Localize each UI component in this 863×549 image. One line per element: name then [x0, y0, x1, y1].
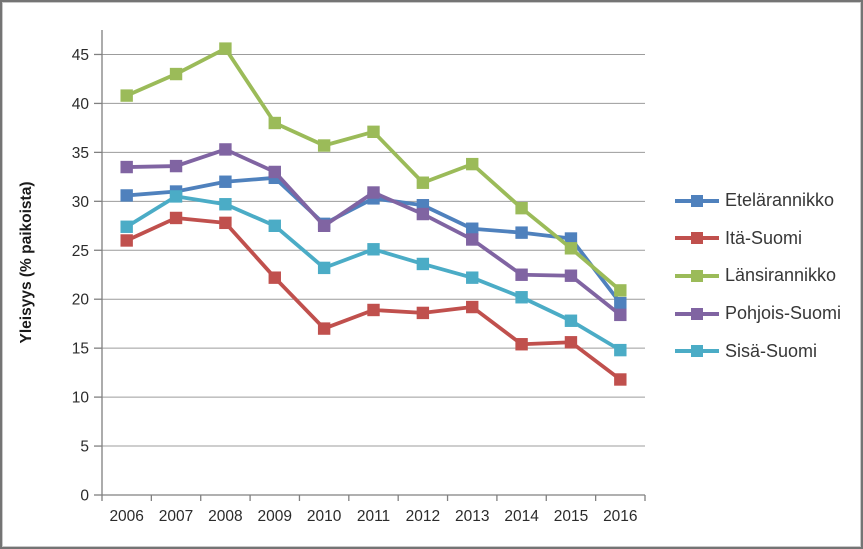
legend-item-it-suomi: Itä-Suomi [675, 220, 841, 258]
sis-suomi-marker-2014 [515, 291, 528, 304]
it-suomi-marker-2011 [367, 303, 380, 317]
it-suomi-marker-2016 [614, 373, 627, 386]
legend-label-etel-rannikko: Etelärannikko [725, 190, 835, 211]
it-suomi-marker-2007 [169, 211, 183, 225]
legend-swatch-pohjois-suomi [675, 307, 719, 320]
y-axis-title: Yleisyys (% paikoista) [18, 182, 35, 344]
x-tick-label-2014: 2014 [504, 508, 539, 525]
legend-item-sis-suomi: Sisä-Suomi [675, 332, 841, 370]
pohjois-suomi-marker-2007 [169, 159, 183, 173]
l-nsirannikko-marker-2013 [466, 157, 479, 171]
it-suomi-marker-2013 [466, 300, 479, 314]
sis-suomi-marker-2013 [466, 271, 479, 284]
l-nsirannikko-marker-2007 [169, 67, 183, 81]
y-tick-label-25: 25 [72, 243, 89, 260]
l-nsirannikko-marker-2012 [416, 176, 430, 189]
l-nsirannikko-marker-2009 [268, 116, 281, 130]
legend-square-marker-icon [691, 269, 703, 282]
it-suomi-marker-2009 [268, 271, 281, 284]
etel-rannikko-marker-2014 [515, 226, 528, 239]
y-tick-label-40: 40 [72, 96, 90, 113]
sis-suomi-marker-2010 [317, 261, 331, 275]
legend-square-marker-icon [691, 345, 703, 358]
etel-rannikko-marker-2015 [564, 232, 578, 245]
legend-swatch-l-nsirannikko [675, 269, 719, 282]
legend-square-marker-icon [691, 232, 703, 245]
l-nsirannikko-marker-2010 [317, 139, 331, 152]
it-suomi-marker-2012 [416, 306, 430, 320]
etel-rannikko-marker-2006 [120, 189, 133, 202]
x-tick-label-2016: 2016 [603, 508, 637, 525]
pohjois-suomi-line [124, 147, 623, 317]
legend-label-pohjois-suomi: Pohjois-Suomi [725, 303, 842, 324]
y-tick-label-5: 5 [80, 439, 89, 456]
chart-legend: Etelärannikko Itä-Suomi Länsirannikko Pohjo… [675, 182, 841, 370]
x-tick-label-2008: 2008 [208, 508, 242, 525]
sis-suomi-marker-2006 [120, 220, 133, 233]
it-suomi-marker-2014 [515, 338, 528, 351]
l-nsirannikko-marker-2011 [367, 125, 380, 139]
legend-label-sis-suomi: Sisä-Suomi [725, 340, 818, 361]
y-tick-label-45: 45 [72, 47, 89, 64]
legend-item-pohjois-suomi: Pohjois-Suomi [675, 295, 841, 333]
pohjois-suomi-marker-2010 [317, 219, 331, 232]
l-nsirannikko-marker-2014 [515, 201, 528, 215]
it-suomi-marker-2006 [120, 234, 133, 247]
pohjois-suomi-marker-2016 [614, 308, 627, 322]
l-nsirannikko-marker-2008 [219, 42, 232, 55]
y-tick-label-0: 0 [80, 488, 89, 505]
y-tick-label-15: 15 [72, 341, 89, 358]
sis-suomi-marker-2012 [416, 257, 430, 271]
y-tick-label-30: 30 [72, 194, 90, 211]
y-tick-label-35: 35 [72, 145, 89, 162]
legend-swatch-sis-suomi [675, 345, 719, 358]
etel-rannikko-marker-2016 [614, 296, 627, 310]
x-tick-label-2009: 2009 [258, 508, 292, 525]
legend-swatch-it-suomi [675, 232, 719, 245]
legend-square-marker-icon [691, 194, 703, 207]
sis-suomi-marker-2007 [169, 190, 183, 203]
sis-suomi-marker-2009 [268, 219, 281, 232]
legend-square-marker-icon [691, 307, 703, 320]
pohjois-suomi-marker-2013 [466, 233, 479, 246]
sis-suomi-marker-2015 [564, 314, 578, 327]
legend-item-l-nsirannikko: Länsirannikko [675, 257, 841, 295]
pohjois-suomi-marker-2015 [564, 269, 578, 282]
legend-label-l-nsirannikko: Länsirannikko [725, 265, 837, 286]
it-suomi-marker-2008 [219, 216, 232, 230]
pohjois-suomi-marker-2009 [268, 165, 281, 179]
it-suomi-marker-2015 [564, 336, 578, 349]
it-suomi-marker-2010 [317, 322, 331, 335]
legend-label-it-suomi: Itä-Suomi [725, 227, 803, 248]
pohjois-suomi-marker-2014 [515, 268, 528, 281]
pohjois-suomi-marker-2008 [219, 143, 232, 156]
y-tick-label-20: 20 [72, 292, 90, 309]
l-nsirannikko-marker-2016 [614, 284, 627, 297]
pohjois-suomi-marker-2011 [367, 186, 380, 199]
sis-suomi-marker-2008 [219, 198, 232, 211]
x-tick-label-2006: 2006 [109, 508, 143, 525]
x-tick-label-2015: 2015 [554, 508, 588, 525]
x-tick-label-2010: 2010 [307, 508, 342, 525]
l-nsirannikko-marker-2006 [120, 89, 133, 102]
x-tick-label-2013: 2013 [455, 508, 489, 525]
sis-suomi-marker-2016 [614, 343, 627, 357]
etel-rannikko-marker-2008 [219, 175, 232, 188]
legend-swatch-etel-rannikko [675, 194, 719, 207]
etel-rannikko-marker-2013 [466, 222, 479, 235]
x-tick-label-2007: 2007 [159, 508, 193, 525]
l-nsirannikko-marker-2015 [564, 242, 578, 255]
sis-suomi-marker-2011 [367, 243, 380, 256]
legend-item-etel-rannikko: Etelärannikko [675, 182, 841, 220]
y-tick-label-10: 10 [72, 390, 90, 407]
pohjois-suomi-marker-2006 [120, 160, 133, 174]
x-tick-label-2011: 2011 [357, 508, 390, 525]
x-tick-label-2012: 2012 [406, 508, 440, 525]
pohjois-suomi-marker-2012 [416, 207, 430, 221]
